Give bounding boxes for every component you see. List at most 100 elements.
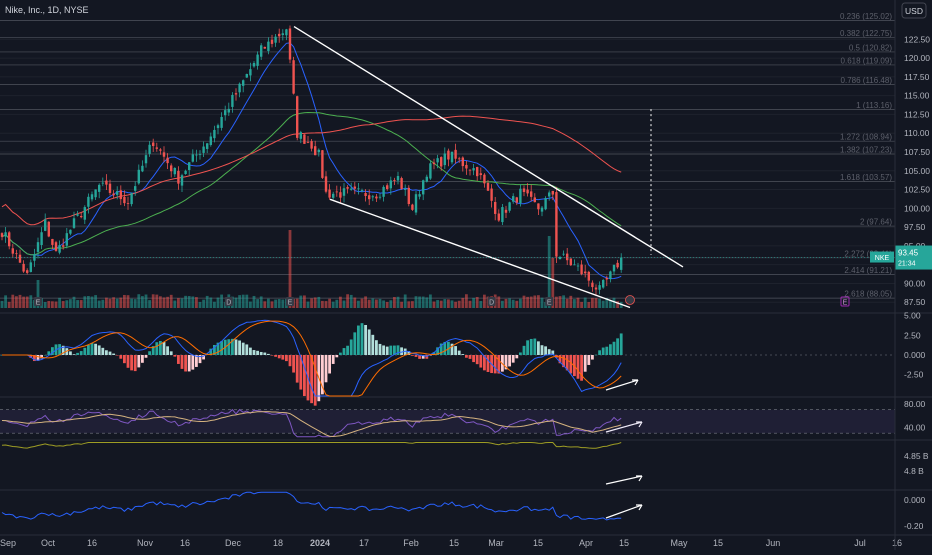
candle-body bbox=[234, 93, 238, 95]
macd-histogram-bar bbox=[475, 355, 479, 365]
candle-body bbox=[335, 191, 338, 193]
candle-body bbox=[389, 180, 392, 189]
volume-bar bbox=[11, 294, 15, 308]
accumulation-line bbox=[1, 442, 622, 449]
fib-level-label: 1.618 (103.57) bbox=[840, 173, 892, 182]
time-tick-label: 18 bbox=[273, 538, 283, 548]
volume-bar bbox=[393, 297, 396, 308]
candle-body bbox=[512, 196, 515, 202]
currency-button[interactable]: USD bbox=[901, 2, 927, 19]
candle-body bbox=[494, 201, 497, 214]
volume-bar bbox=[331, 301, 335, 308]
volume-bar bbox=[457, 300, 461, 308]
volume-bar bbox=[562, 295, 565, 308]
candle-body bbox=[249, 69, 252, 76]
candle-body bbox=[274, 36, 277, 43]
volume-bar bbox=[36, 280, 40, 308]
macd-histogram-bar bbox=[191, 355, 195, 370]
volume-bar bbox=[450, 300, 454, 308]
volume-bar bbox=[349, 294, 353, 308]
candle-body bbox=[378, 196, 382, 198]
volume-bar bbox=[144, 294, 148, 308]
divergence-arrow-head bbox=[636, 421, 643, 428]
candle-body bbox=[580, 264, 583, 275]
candle-body bbox=[490, 188, 493, 201]
candle-body bbox=[65, 233, 68, 246]
candle-body bbox=[15, 253, 18, 255]
macd-histogram-bar bbox=[605, 346, 609, 355]
macd-histogram-bar bbox=[594, 354, 598, 356]
macd-histogram-bar bbox=[209, 348, 213, 355]
event-marker bbox=[34, 297, 42, 306]
volume-bar bbox=[313, 297, 317, 308]
volume-bar bbox=[130, 298, 133, 308]
price-tick-label: 97.50 bbox=[904, 222, 926, 232]
macd-histogram-bar bbox=[220, 341, 223, 355]
macd-histogram-bar bbox=[216, 342, 220, 355]
volume-bar bbox=[616, 301, 619, 308]
volume-bar bbox=[169, 294, 173, 308]
macd-histogram-bar bbox=[173, 355, 177, 357]
volume-bar bbox=[299, 295, 303, 308]
rsi-band bbox=[0, 409, 895, 434]
candle-body bbox=[134, 186, 137, 191]
candle-body bbox=[436, 158, 439, 163]
volume-bar bbox=[504, 298, 508, 308]
volume-bar bbox=[342, 300, 346, 308]
time-tick-label: 15 bbox=[533, 538, 543, 548]
divergence-arrow-head bbox=[636, 504, 643, 511]
volume-bar bbox=[123, 294, 126, 308]
volume-bar bbox=[479, 300, 483, 308]
volume-bar bbox=[238, 295, 241, 308]
macd-histogram-bar bbox=[72, 354, 76, 355]
price-tick-label: 120.00 bbox=[904, 53, 930, 63]
event-marker bbox=[224, 297, 233, 306]
candle-body bbox=[303, 134, 306, 144]
volume-bar bbox=[177, 298, 180, 308]
time-tick-label: 17 bbox=[359, 538, 369, 548]
volume-bar bbox=[126, 295, 130, 308]
macd-histogram-bar bbox=[51, 347, 54, 355]
volume-bar bbox=[234, 297, 238, 308]
candle-body bbox=[537, 203, 540, 210]
candle-body bbox=[159, 149, 162, 151]
candle-body bbox=[458, 158, 461, 160]
candle-body bbox=[188, 162, 191, 171]
fib-level-label: 2.414 (91.21) bbox=[844, 266, 892, 275]
volume-bar bbox=[162, 297, 166, 308]
macd-histogram-bar bbox=[583, 355, 587, 372]
macd-histogram-bar bbox=[335, 355, 339, 358]
macd-histogram-bar bbox=[155, 342, 159, 355]
candle-body bbox=[497, 213, 500, 221]
candle-body bbox=[422, 180, 425, 195]
candle-body bbox=[587, 271, 590, 281]
candle-body bbox=[501, 207, 504, 223]
candle-body bbox=[8, 232, 11, 247]
volume-bar bbox=[79, 300, 83, 308]
volume-bar bbox=[173, 300, 177, 308]
volume-bar bbox=[151, 294, 155, 308]
candle-body bbox=[69, 229, 72, 234]
macd-histogram-bar bbox=[569, 355, 573, 374]
macd-signal-line bbox=[2, 320, 622, 397]
volume-bar bbox=[270, 301, 274, 308]
time-tick-label: Dec bbox=[225, 538, 242, 548]
volume-bar bbox=[403, 294, 407, 308]
macd-histogram-bar bbox=[421, 355, 425, 359]
volume-bar bbox=[573, 299, 576, 308]
price-tick-label: 110.00 bbox=[904, 128, 930, 138]
candle-body bbox=[155, 147, 158, 149]
macd-histogram-bar bbox=[396, 345, 400, 355]
volume-bar bbox=[202, 299, 205, 308]
volume-bar bbox=[328, 298, 331, 308]
volume-bar bbox=[22, 296, 25, 308]
macd-histogram-bar bbox=[97, 345, 101, 355]
macd-histogram-bar bbox=[245, 344, 249, 355]
candle-body bbox=[429, 163, 432, 179]
volume-bar bbox=[0, 300, 4, 308]
fib-level-label: 2.618 (88.05) bbox=[844, 290, 892, 299]
candle-body bbox=[591, 282, 594, 288]
time-tick-label: 16 bbox=[892, 538, 902, 548]
